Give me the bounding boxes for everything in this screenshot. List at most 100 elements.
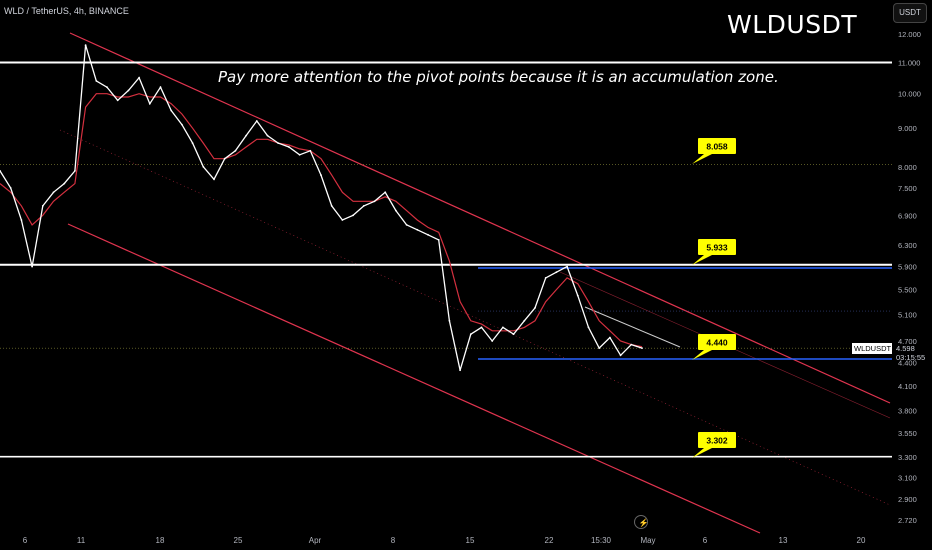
price-point: [491, 340, 494, 342]
big-title: WLDUSDT: [727, 10, 858, 39]
channel-upper-line: [69, 32, 891, 404]
price-point: [159, 86, 162, 89]
x-axis[interactable]: 6 11 18 25 Apr 8 15 22 15:30 May 6 13 20: [23, 536, 866, 545]
price-point: [448, 319, 451, 322]
price-point: [31, 265, 33, 268]
price-point: [148, 102, 151, 105]
callout-box: [698, 239, 736, 255]
x-tick-label: 11: [77, 536, 86, 545]
x-tick-label: Apr: [309, 536, 322, 545]
price-point: [320, 174, 322, 177]
price-point: [502, 326, 504, 329]
y-tick-label: 5.100: [898, 310, 917, 319]
y-tick-label: 2.720: [898, 516, 917, 525]
price-point: [116, 99, 119, 102]
channel-lower-line: [67, 223, 761, 534]
price-point: [52, 191, 55, 194]
x-tick-label: May: [640, 536, 655, 545]
callout-pointer: [692, 350, 712, 360]
callout-box: [698, 334, 736, 350]
price-badge: WLDUSDT 4.598 03:15:55: [852, 343, 925, 362]
price-point: [266, 134, 269, 137]
y-tick-label: 6.900: [898, 211, 917, 220]
callout-label: 3.302: [706, 436, 728, 446]
y-tick-label: 2.900: [898, 495, 917, 504]
trend-line-short: [584, 306, 681, 348]
price-point: [330, 205, 333, 207]
y-tick-label: 6.300: [898, 241, 917, 250]
price-point: [437, 239, 440, 241]
x-tick-label: 20: [857, 536, 866, 545]
price-point: [598, 347, 601, 349]
price-point: [20, 219, 23, 221]
price-point: [277, 142, 280, 145]
x-tick-label: 15: [466, 536, 475, 545]
callout-label: 4.440: [706, 338, 728, 348]
price-point: [41, 205, 44, 207]
price-badge-symbol-box: [852, 343, 892, 354]
chart-annotation: Pay more attention to the pivot points b…: [218, 68, 779, 86]
price-point: [523, 319, 526, 322]
price-point: [534, 307, 536, 309]
price-point: [587, 326, 590, 329]
price-point: [405, 224, 408, 226]
price-point: [63, 182, 66, 185]
x-tick-label: 8: [391, 536, 396, 545]
price-point: [395, 209, 397, 212]
price-point: [427, 233, 429, 236]
x-tick-label: 18: [156, 536, 165, 545]
callout-pointer: [692, 154, 712, 164]
x-tick-label: 13: [779, 536, 788, 545]
price-point: [309, 149, 312, 152]
price-point: [459, 369, 461, 372]
price-point: [384, 191, 387, 194]
y-tick-label: 11.000: [898, 58, 920, 67]
ema-line: [0, 93, 643, 348]
y-tick-label: 3.100: [898, 473, 917, 482]
x-tick-label: 6: [703, 536, 708, 545]
price-point: [341, 219, 344, 221]
y-tick-label: 3.550: [898, 429, 917, 438]
price-point: [555, 271, 558, 274]
levels-layer: [0, 61, 892, 458]
price-badge-countdown: 03:15:55: [896, 353, 925, 362]
x-tick-label: 15:30: [591, 536, 612, 545]
x-tick-label: 6: [23, 536, 28, 545]
y-tick-label: 4.400: [898, 359, 917, 368]
y-tick-label: 4.700: [898, 337, 917, 346]
price-point: [469, 333, 472, 336]
currency-button[interactable]: USDT: [893, 3, 927, 23]
callout-box: [698, 432, 736, 448]
price-point: [255, 120, 258, 122]
y-tick-label: 3.300: [898, 453, 917, 462]
price-point: [566, 265, 568, 268]
y-tick-label: 8.000: [898, 163, 917, 172]
y-tick-label: 9.000: [898, 124, 917, 133]
price-point: [352, 214, 354, 217]
replay-button[interactable]: ⚡: [634, 515, 649, 529]
price-point: [170, 109, 173, 112]
y-tick-label: 7.500: [898, 184, 917, 193]
price-point: [480, 326, 483, 329]
x-tick-label: 25: [234, 536, 243, 545]
price-point: [416, 228, 419, 231]
price-point: [84, 44, 87, 46]
price-point: [234, 149, 237, 152]
price-point: [512, 333, 515, 336]
symbol-line: WLD / TetherUS, 4h, BINANCE: [4, 6, 129, 16]
price-point: [288, 146, 290, 148]
y-tick-label: 4.100: [898, 382, 917, 391]
price-badge-price: 4.598: [896, 344, 915, 353]
price-point: [630, 343, 633, 346]
callout-box: [698, 138, 736, 154]
y-tick-label: 5.500: [898, 286, 917, 295]
price-point: [191, 142, 194, 145]
y-tick-label: 3.800: [898, 407, 917, 416]
price-point: [373, 200, 376, 203]
price-point: [641, 347, 643, 349]
callout-pointer: [692, 255, 712, 265]
y-tick-label: 5.900: [898, 263, 917, 272]
y-axis[interactable]: 12.000 11.000 10.000 9.000 8.000 7.500 6.900 6.…: [898, 30, 921, 525]
